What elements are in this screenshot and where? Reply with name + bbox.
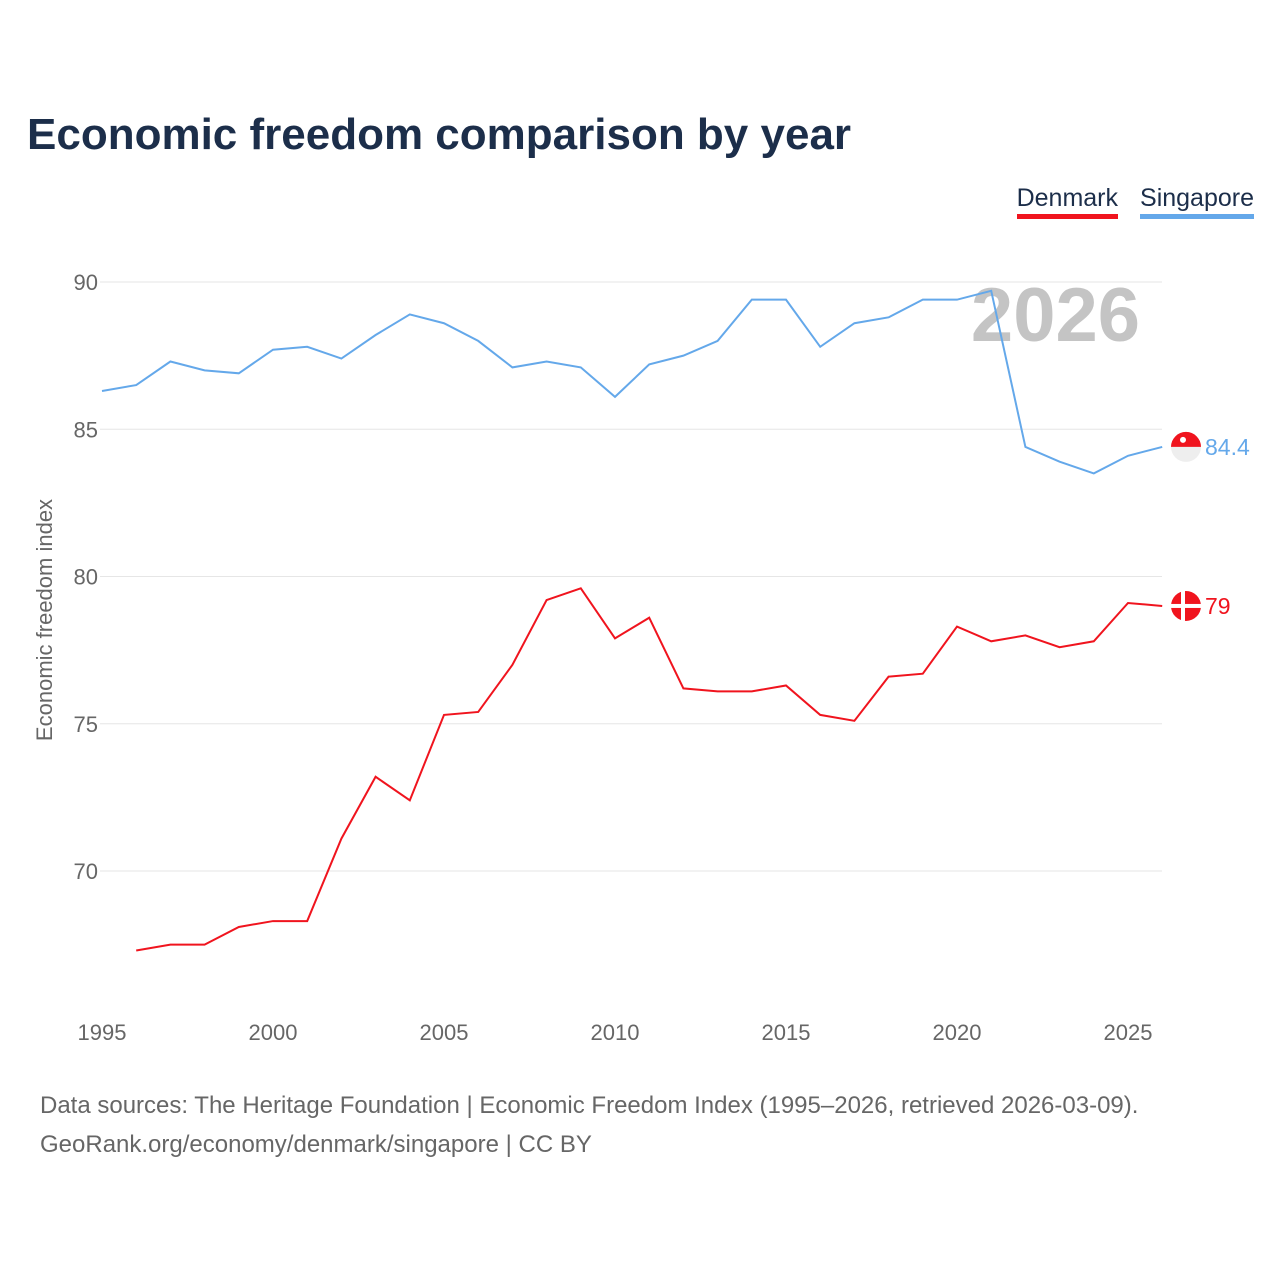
x-tick-label: 2000 — [249, 1020, 298, 1045]
y-axis-label: Economic freedom index — [32, 499, 57, 741]
y-tick-label: 70 — [74, 859, 98, 884]
legend-denmark[interactable]: Denmark — [1016, 184, 1119, 219]
year-watermark: 2026 — [971, 273, 1140, 358]
x-tick-label: 1995 — [78, 1020, 127, 1045]
y-tick-label: 75 — [74, 712, 98, 737]
x-tick-label: 2025 — [1104, 1020, 1153, 1045]
legend-singapore[interactable]: Singapore — [1140, 184, 1254, 219]
x-tick-label: 2010 — [591, 1020, 640, 1045]
end-value-label: 84.4 — [1205, 434, 1250, 460]
y-tick-label: 80 — [74, 565, 98, 590]
footer: Data sources: The Heritage Foundation | … — [40, 1086, 1138, 1164]
chart-title: Economic freedom comparison by year — [27, 110, 852, 159]
end-value-label: 79 — [1205, 593, 1231, 619]
y-tick-label: 90 — [74, 270, 98, 295]
attribution-text: GeoRank.org/economy/denmark/singapore | … — [40, 1131, 592, 1158]
legend: Denmark Singapore — [1016, 184, 1254, 219]
denmark-flag-cross — [1171, 603, 1201, 608]
x-tick-label: 2005 — [420, 1020, 469, 1045]
source-text: Data sources: The Heritage Foundation | … — [40, 1092, 1139, 1119]
singapore-flag-moon — [1180, 436, 1186, 443]
y-tick-label: 85 — [74, 417, 98, 442]
series-line-denmark — [136, 587, 1163, 952]
x-tick-label: 2015 — [762, 1020, 811, 1045]
singapore-flag-red — [1171, 431, 1201, 447]
x-tick-label: 2020 — [933, 1020, 982, 1045]
series-line-singapore — [101, 289, 1163, 475]
